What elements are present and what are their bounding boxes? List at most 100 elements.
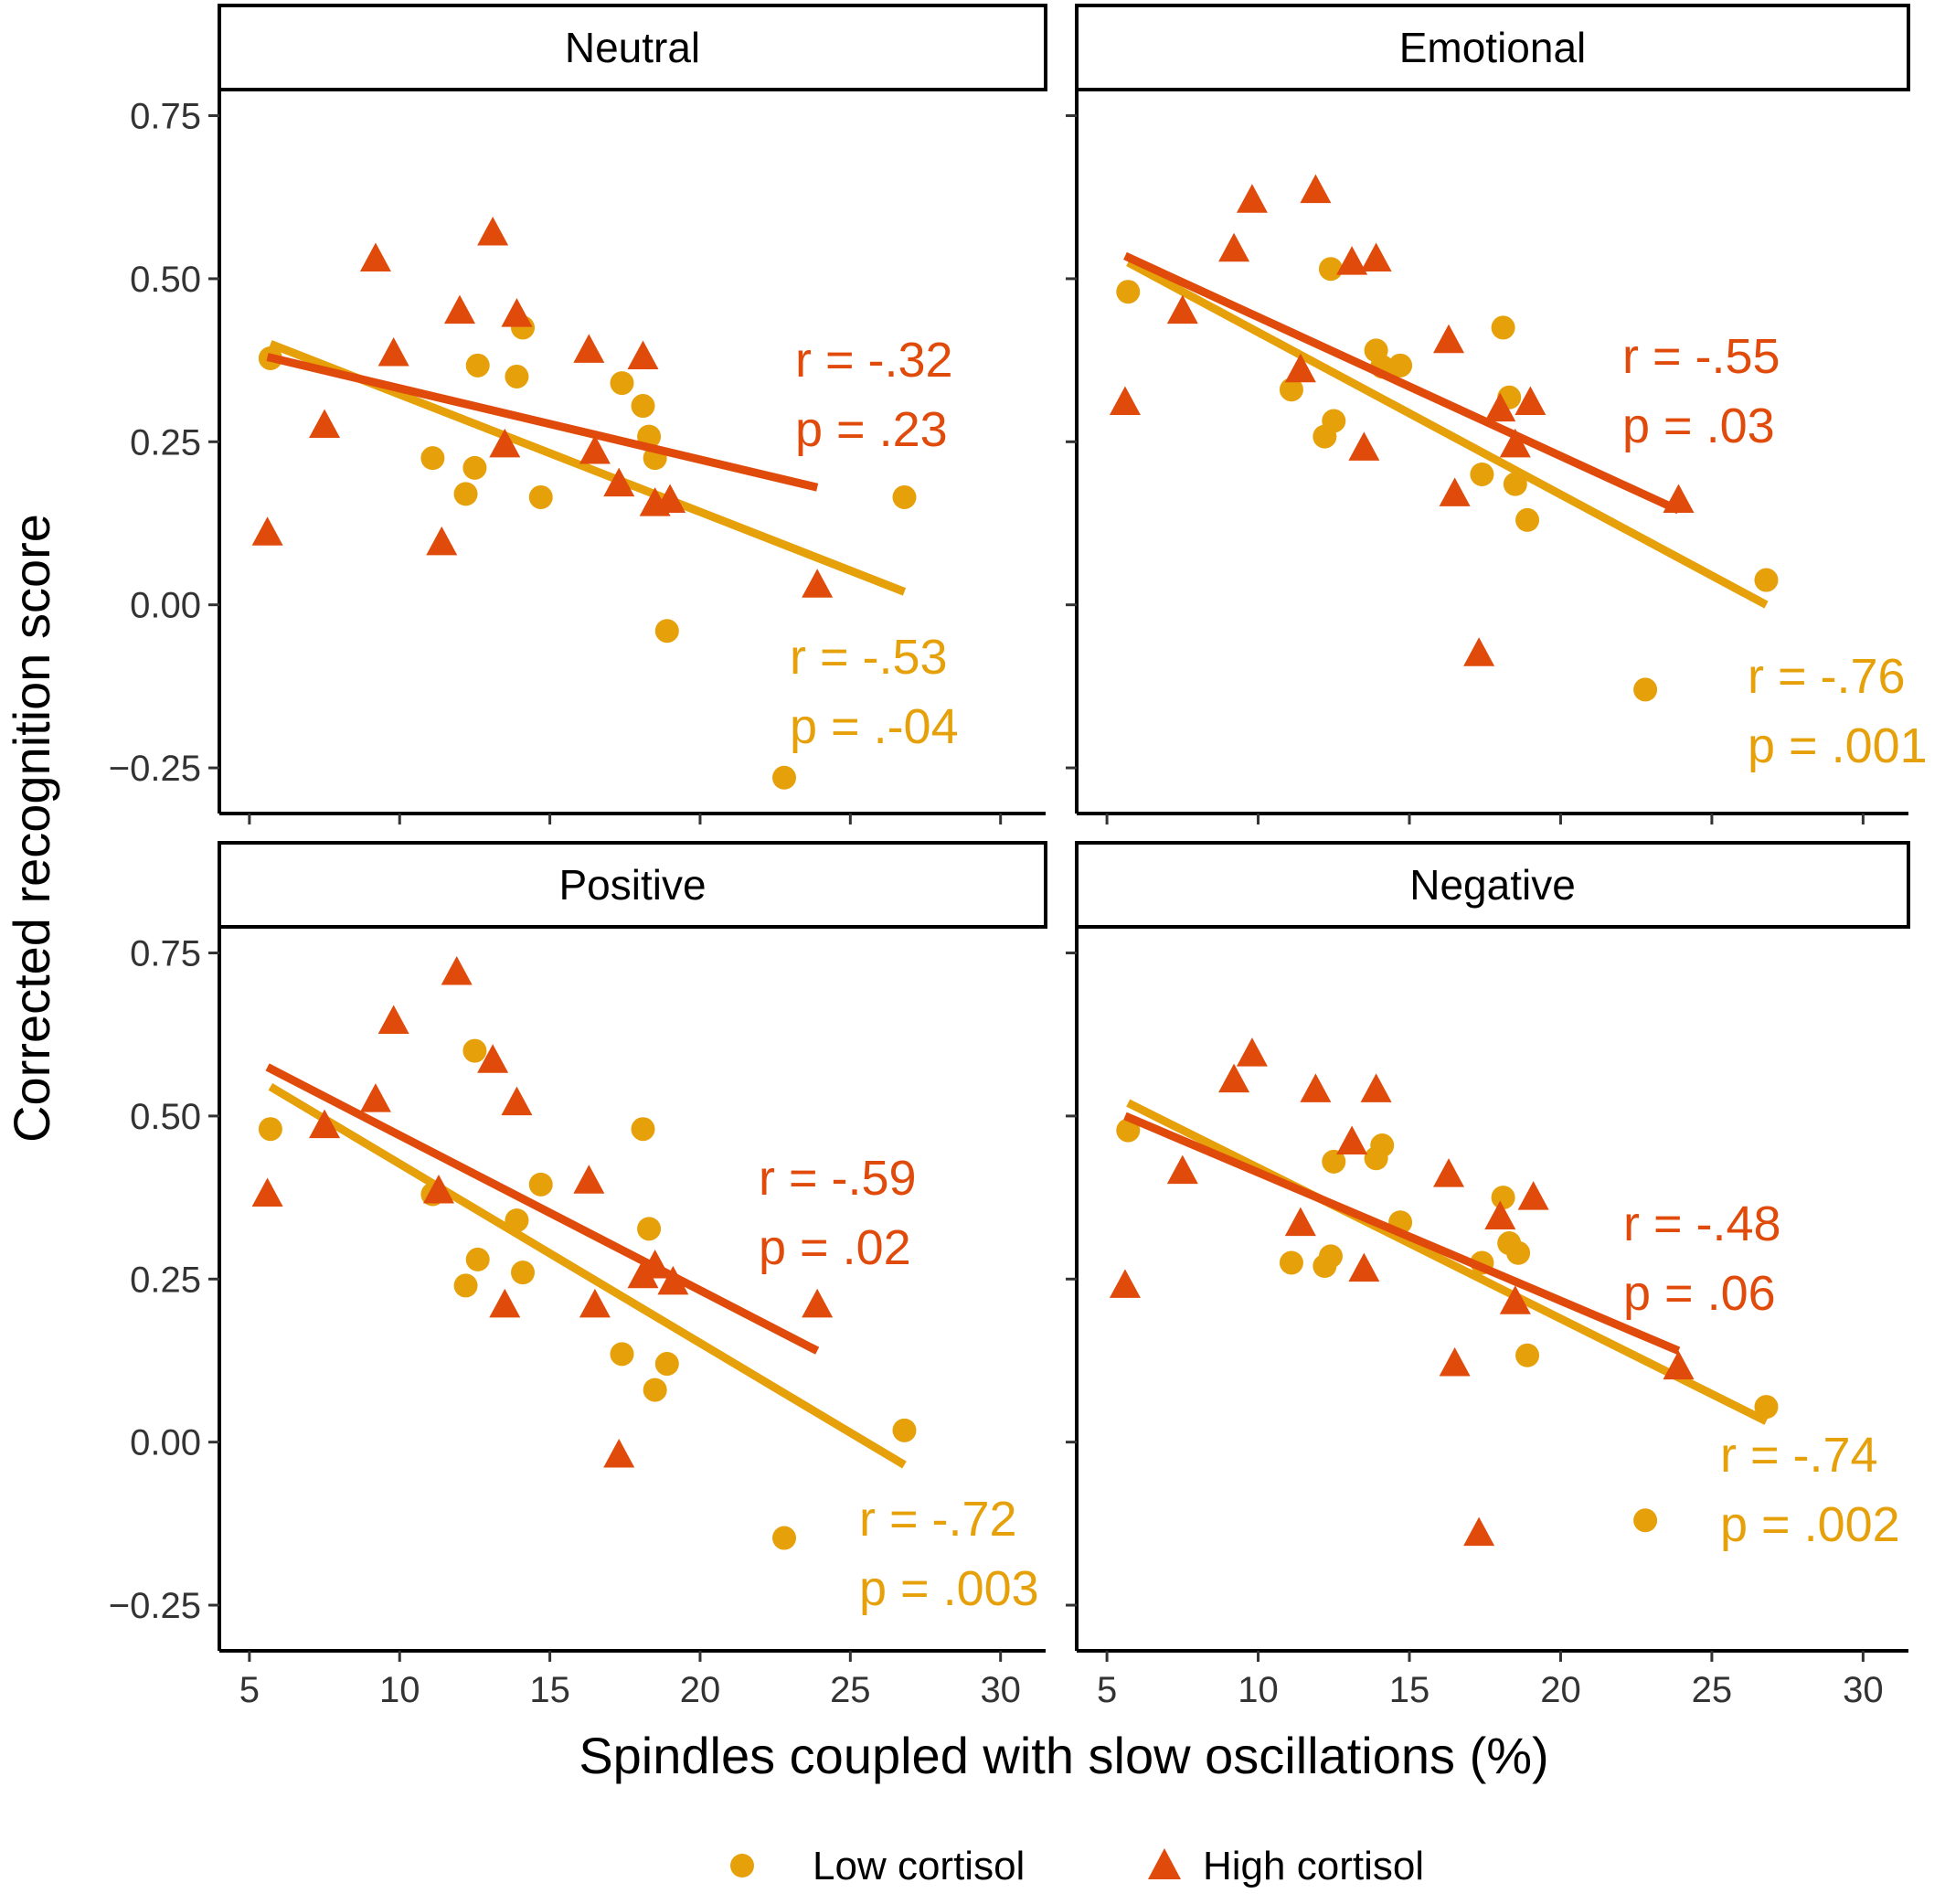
y-tick-label: −0.25 bbox=[109, 1586, 201, 1626]
x-tick-label: 25 bbox=[830, 1670, 871, 1710]
data-point-circle bbox=[1754, 1395, 1779, 1420]
data-point-triangle bbox=[477, 1044, 509, 1073]
series-low-cortisol: r = -.74 p = .002 bbox=[1116, 1099, 1900, 1552]
x-tick-label: 20 bbox=[1540, 1670, 1581, 1710]
data-point-triangle bbox=[1236, 184, 1268, 213]
x-tick-label: 5 bbox=[1097, 1670, 1117, 1710]
p-annotation: p = .003 bbox=[859, 1561, 1039, 1616]
data-point-triangle bbox=[603, 467, 635, 497]
facet-strip bbox=[218, 4, 1047, 91]
series-high-cortisol: r = -.32 p = .23 bbox=[251, 216, 953, 598]
x-tick-label: 15 bbox=[1389, 1670, 1430, 1710]
data-point-circle bbox=[1491, 315, 1515, 340]
data-point-triangle bbox=[1300, 1073, 1332, 1102]
panel-neutral: Neutral −0.25 0.00 0.25 0.50 0.75 r = -.53 p = … bbox=[109, 4, 1047, 824]
data-point-triangle bbox=[501, 1086, 533, 1116]
data-point-triangle bbox=[1484, 392, 1516, 422]
p-annotation: p = .02 bbox=[759, 1220, 911, 1275]
facet-strip bbox=[218, 841, 1047, 929]
data-point-triangle bbox=[1348, 1252, 1380, 1282]
data-point-triangle bbox=[627, 340, 659, 370]
data-point-circle bbox=[1370, 1133, 1395, 1158]
legend: Low cortisol High cortisol bbox=[730, 1844, 1424, 1888]
data-point-triangle bbox=[1499, 428, 1531, 458]
data-point-triangle bbox=[422, 1174, 454, 1204]
r-annotation: r = -.76 bbox=[1748, 649, 1906, 704]
data-point-circle bbox=[637, 1217, 662, 1241]
data-point-triangle bbox=[1517, 1181, 1549, 1210]
data-point-circle bbox=[1116, 280, 1141, 304]
data-point-triangle bbox=[573, 1165, 605, 1194]
data-point-circle bbox=[1388, 353, 1413, 378]
p-annotation: p = .03 bbox=[1622, 399, 1775, 453]
facet-strip bbox=[1075, 841, 1910, 929]
regression-line bbox=[265, 1063, 820, 1355]
r-annotation: r = -.32 bbox=[795, 333, 953, 388]
legend-circle-icon bbox=[730, 1854, 754, 1877]
data-point-triangle bbox=[1515, 386, 1546, 415]
data-point-triangle bbox=[1360, 1073, 1392, 1102]
y-tick-label: 0.25 bbox=[130, 1260, 201, 1300]
data-point-triangle bbox=[1336, 246, 1368, 275]
data-point-circle bbox=[1322, 1149, 1346, 1174]
data-point-triangle bbox=[477, 216, 509, 246]
data-point-circle bbox=[631, 1117, 655, 1142]
data-point-triangle bbox=[1439, 477, 1471, 506]
data-point-circle bbox=[465, 1247, 490, 1271]
x-tick-label: 10 bbox=[379, 1670, 420, 1710]
facet-strip bbox=[1075, 4, 1910, 91]
x-tick-label: 10 bbox=[1238, 1670, 1279, 1710]
data-point-triangle bbox=[1433, 324, 1465, 354]
data-point-triangle bbox=[251, 1177, 283, 1207]
x-tick-label: 25 bbox=[1692, 1670, 1733, 1710]
y-tick-label: 0.50 bbox=[130, 260, 201, 300]
data-point-circle bbox=[462, 455, 487, 480]
facet-title: Emotional bbox=[1399, 24, 1587, 71]
data-point-circle bbox=[453, 482, 478, 506]
r-annotation: r = -.74 bbox=[1720, 1428, 1878, 1483]
data-point-triangle bbox=[579, 1288, 611, 1318]
data-point-triangle bbox=[654, 484, 686, 514]
data-point-circle bbox=[1633, 677, 1658, 702]
facet-title: Negative bbox=[1409, 861, 1576, 909]
data-point-triangle bbox=[1348, 431, 1380, 461]
r-annotation: r = -.48 bbox=[1623, 1197, 1781, 1251]
data-point-circle bbox=[511, 1260, 536, 1285]
data-point-circle bbox=[258, 1117, 282, 1142]
data-point-circle bbox=[1318, 257, 1343, 282]
data-point-circle bbox=[892, 1418, 917, 1442]
data-point-triangle bbox=[802, 1288, 834, 1318]
data-point-triangle bbox=[1439, 1347, 1471, 1377]
p-annotation: p = .002 bbox=[1720, 1497, 1900, 1552]
data-point-triangle bbox=[377, 336, 409, 367]
data-point-triangle bbox=[489, 428, 521, 458]
regression-line bbox=[1123, 1112, 1681, 1355]
series-low-cortisol: r = -.72 p = .003 bbox=[258, 1038, 1039, 1616]
data-point-triangle bbox=[1360, 242, 1392, 272]
y-tick-label: 0.50 bbox=[130, 1097, 201, 1137]
regression-line bbox=[268, 1082, 907, 1469]
x-tick-label: 5 bbox=[239, 1670, 260, 1710]
facet-title: Positive bbox=[558, 861, 706, 909]
data-point-triangle bbox=[802, 569, 834, 598]
data-point-circle bbox=[610, 1342, 634, 1367]
data-point-circle bbox=[631, 394, 655, 419]
data-point-triangle bbox=[251, 516, 283, 546]
data-point-triangle bbox=[1484, 1200, 1516, 1230]
y-tick-label: 0.75 bbox=[130, 934, 201, 974]
data-point-circle bbox=[528, 1172, 553, 1197]
y-tick-label: 0.75 bbox=[130, 97, 201, 137]
data-point-circle bbox=[1503, 472, 1527, 496]
data-point-triangle bbox=[1300, 174, 1332, 204]
data-point-triangle bbox=[309, 1109, 341, 1139]
data-point-circle bbox=[1116, 1118, 1141, 1143]
data-point-triangle bbox=[1218, 232, 1250, 262]
data-point-triangle bbox=[1109, 386, 1141, 415]
data-point-circle bbox=[1322, 409, 1346, 433]
p-annotation: p = .-04 bbox=[790, 699, 959, 754]
data-point-circle bbox=[654, 1352, 679, 1377]
data-point-triangle bbox=[309, 409, 341, 438]
x-tick-label: 30 bbox=[1843, 1670, 1884, 1710]
x-axis-title: Spindles coupled with slow oscillations … bbox=[579, 1727, 1548, 1784]
